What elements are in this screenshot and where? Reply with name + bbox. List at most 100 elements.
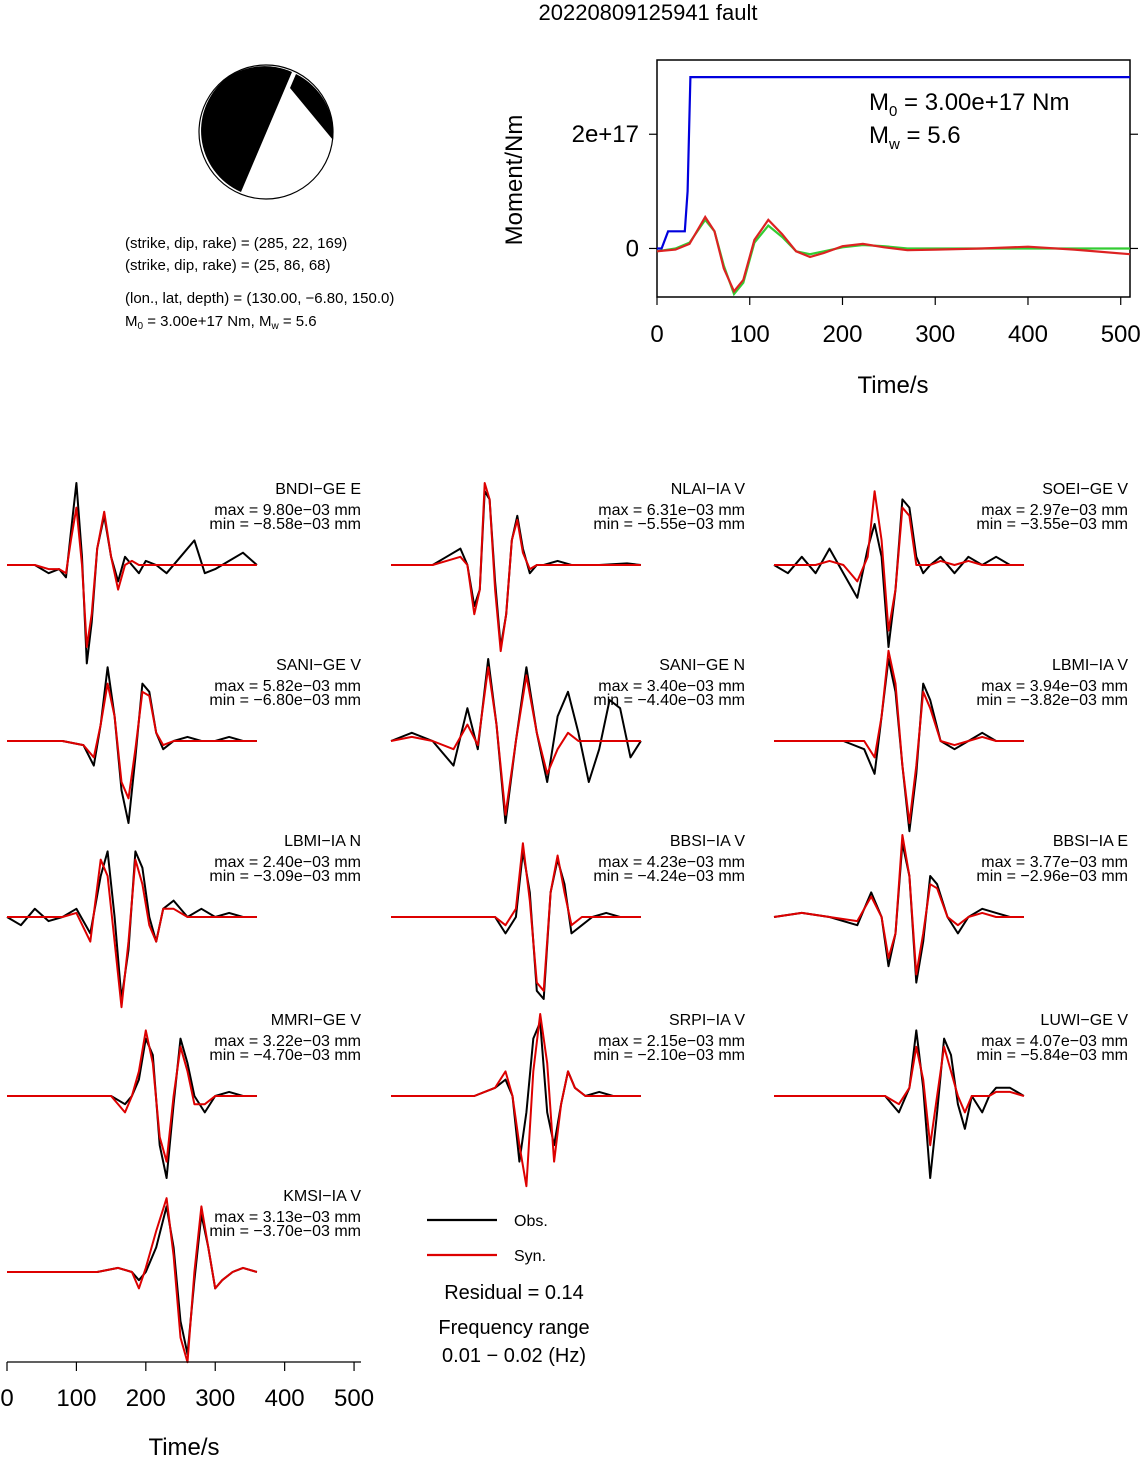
legend-syn-label: Syn. [514, 1248, 546, 1265]
synthetic-trace [7, 682, 257, 800]
synthetic-trace [391, 1013, 641, 1188]
station-max: max = 4.23e−03 mm [598, 854, 745, 871]
moment-xtick-label: 200 [822, 321, 862, 348]
waveform-xtick-label: 400 [265, 1385, 305, 1412]
station-min: min = −6.80e−03 mm [209, 692, 361, 709]
station-label: LUWI−GE V [1040, 1012, 1128, 1029]
synthetic-trace [7, 1029, 257, 1163]
residual-label: Residual = 0.14 [444, 1282, 584, 1304]
synthetic-trace [774, 490, 1024, 632]
station-max: max = 5.82e−03 mm [214, 678, 361, 695]
station-label: NLAI−IA V [671, 481, 746, 498]
synthetic-trace [391, 482, 641, 653]
waveform-xtick-label: 100 [56, 1385, 96, 1412]
beachball-icon [198, 64, 334, 200]
station-min: min = −8.58e−03 mm [209, 516, 361, 533]
frequency-range-value: 0.01 − 0.02 (Hz) [442, 1345, 586, 1367]
stf-legend-mw: Mw = 5.6 [869, 122, 961, 153]
station-label: SRPI−IA V [669, 1012, 745, 1029]
synthetic-trace [773, 834, 1024, 976]
station-max: max = 3.22e−03 mm [214, 1033, 361, 1050]
station-label: SANI−GE V [276, 657, 361, 674]
synthetic-trace [390, 666, 641, 816]
station-min: min = −5.84e−03 mm [976, 1047, 1128, 1064]
moment-ytick-label: 2e+17 [572, 121, 639, 148]
station-max: max = 3.40e−03 mm [598, 678, 745, 695]
legend-obs-label: Obs. [514, 1213, 548, 1230]
moment-plot: 0 100 200 300 400 500 0 2e+17 Time/s Moment/Nm… [501, 59, 1141, 399]
synthetic-trace [7, 1197, 258, 1364]
station-max: max = 6.31e−03 mm [598, 502, 745, 519]
station-max: max = 2.97e−03 mm [981, 502, 1128, 519]
moment-xtick-label: 100 [730, 321, 770, 348]
moment-series-2 [656, 214, 1131, 294]
station-label: SANI−GE N [659, 657, 745, 674]
station-min: min = −5.55e−03 mm [593, 516, 745, 533]
waveform-xlabel: Time/s [148, 1434, 219, 1458]
station-max: max = 3.13e−03 mm [214, 1209, 361, 1226]
station-min: min = −3.82e−03 mm [976, 692, 1128, 709]
waveform-legend: Obs. Syn. Residual = 0.14 Frequency rang… [427, 1213, 590, 1367]
station-label: SOEI−GE V [1042, 481, 1128, 498]
waveform-xtick-label: 500 [334, 1385, 374, 1412]
waveform-xtick-label: 200 [126, 1385, 166, 1412]
moment-xtick-label: 300 [915, 321, 955, 348]
station-label: MMRI−GE V [271, 1012, 362, 1029]
moment-plot-xlabel: Time/s [857, 372, 928, 399]
stf-legend-m0: M0 = 3.00e+17 Nm [869, 89, 1069, 120]
station-min: min = −4.40e−03 mm [593, 692, 745, 709]
station-max: max = 4.07e−03 mm [981, 1033, 1128, 1050]
mechanism-moment: M0 = 3.00e+17 Nm, Mw = 5.6 [125, 313, 317, 332]
station-max: max = 2.15e−03 mm [598, 1033, 745, 1050]
waveform-time-axis: 0 100 200 300 400 500 Time/s [0, 1361, 374, 1458]
station-label: BBSI−IA V [670, 833, 745, 850]
station-label: LBMI−IA V [1052, 657, 1128, 674]
waveform-xtick-label: 0 [0, 1385, 13, 1412]
moment-xtick-label: 0 [650, 321, 663, 348]
moment-series-0 [657, 75, 1130, 250]
synthetic-trace [7, 506, 257, 648]
station-min: min = −2.10e−03 mm [593, 1047, 745, 1064]
station-min: min = −4.24e−03 mm [593, 868, 745, 885]
synthetic-trace [7, 858, 257, 1009]
station-label: BNDI−GE E [275, 481, 361, 498]
moment-ytick-label: 0 [626, 235, 639, 262]
mechanism-plane-2: (strike, dip, rake) = (25, 86, 68) [125, 257, 331, 274]
synthetic-trace [774, 1045, 1025, 1147]
moment-plot-frame [656, 59, 1131, 298]
station-label: LBMI−IA N [284, 833, 361, 850]
station-max: max = 9.80e−03 mm [214, 502, 361, 519]
moment-xtick-label: 400 [1008, 321, 1048, 348]
station-label: BBSI−IA E [1053, 833, 1128, 850]
frequency-range-label: Frequency range [438, 1317, 589, 1339]
moment-series-1 [656, 218, 1130, 297]
moment-plot-ylabel: Moment/Nm [501, 115, 528, 246]
station-min: min = −4.70e−03 mm [209, 1047, 361, 1064]
station-label: KMSI−IA V [283, 1188, 361, 1205]
station-min: min = −3.55e−03 mm [976, 516, 1128, 533]
mechanism-plane-1: (strike, dip, rake) = (285, 22, 169) [125, 235, 347, 252]
station-min: min = −2.96e−03 mm [976, 868, 1128, 885]
station-max: max = 2.40e−03 mm [214, 854, 361, 871]
mechanism-location: (lon., lat, depth) = (130.00, −6.80, 150… [125, 290, 394, 307]
moment-xtick-label: 500 [1101, 321, 1141, 348]
synthetic-trace [391, 842, 641, 992]
station-max: max = 3.77e−03 mm [981, 854, 1128, 871]
station-min: min = −3.09e−03 mm [209, 868, 361, 885]
waveform-xtick-label: 300 [195, 1385, 235, 1412]
station-min: min = −3.70e−03 mm [209, 1223, 361, 1240]
